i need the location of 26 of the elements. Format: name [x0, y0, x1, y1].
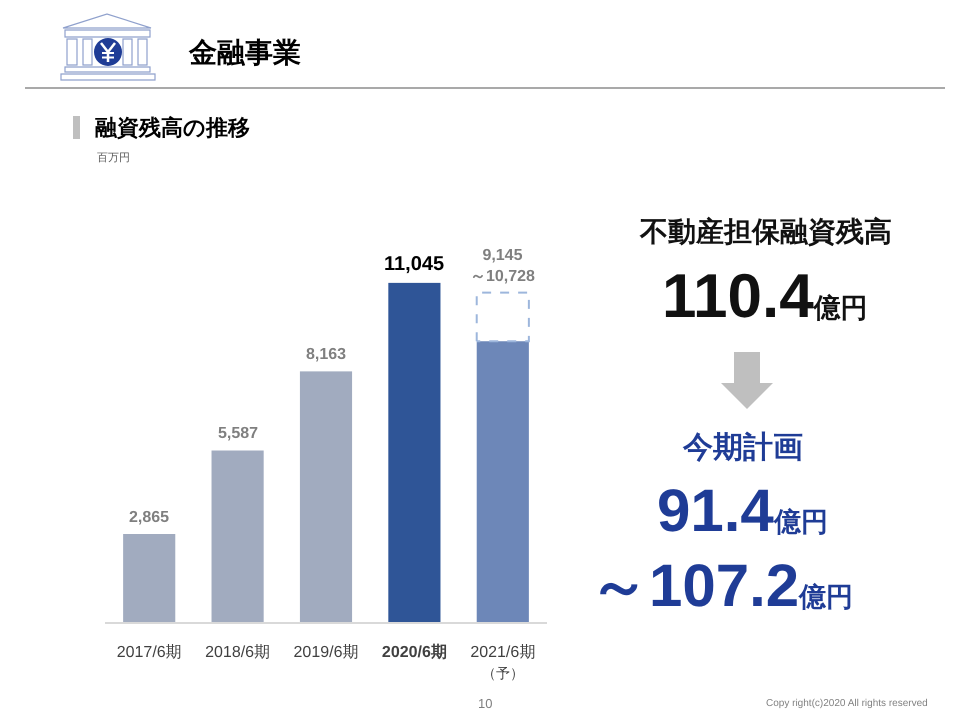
bar [212, 450, 264, 622]
annotation: 9,145 ～10,728 [470, 247, 536, 285]
x-tick-label: 2019/6期 [294, 642, 358, 661]
text: 不動産担保融資残高 [639, 216, 892, 247]
text: 110.4億円 [662, 262, 868, 331]
text: 91.4億円 [657, 477, 828, 544]
x-tick-label: 2017/6期 [116, 642, 182, 661]
bar [388, 282, 440, 622]
data-label: 11,045 [384, 253, 444, 275]
text: 今期計画 [682, 431, 803, 464]
text: ～107.2億円 [589, 552, 854, 619]
text: 10 [478, 696, 492, 711]
data-label: 8,163 [306, 346, 346, 363]
chart-title: 金融事業 [188, 37, 301, 68]
bar [476, 292, 530, 342]
x-tick-label: 2020/6期 [382, 642, 447, 661]
bar [476, 341, 529, 622]
bar [300, 371, 352, 622]
data-label: 5,587 [218, 425, 258, 442]
x-tick-label: 2021/6期（予） [470, 642, 536, 681]
text: 百万円 [97, 152, 130, 164]
bar [123, 534, 176, 622]
text: Copy right(c)2020 All rights reserved [766, 698, 928, 709]
data-label: 2,865 [129, 509, 170, 526]
chart-subtitle: 融資残高の推移 [95, 115, 250, 140]
x-tick-label: 2018/6期 [205, 642, 270, 661]
